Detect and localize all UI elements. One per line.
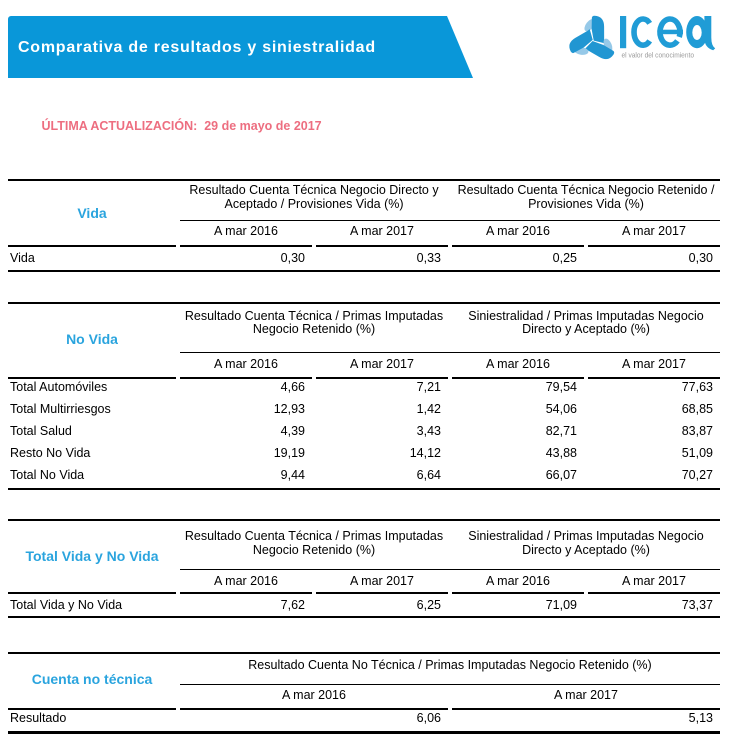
svg-text:el valor del conocimiento: el valor del conocimiento [622,51,695,60]
